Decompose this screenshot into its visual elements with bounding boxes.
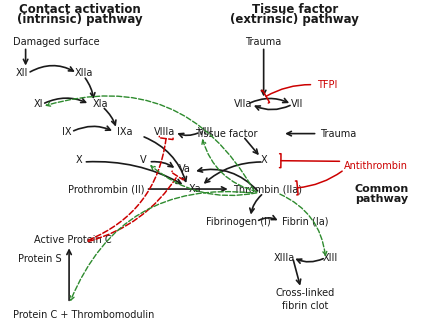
Text: Va: Va bbox=[179, 164, 191, 174]
Text: Cross-linked: Cross-linked bbox=[275, 289, 334, 298]
Text: VIIa: VIIa bbox=[234, 99, 252, 109]
Text: TFPI: TFPI bbox=[317, 80, 338, 90]
Text: (intrinsic) pathway: (intrinsic) pathway bbox=[17, 13, 142, 26]
Text: Protein S: Protein S bbox=[18, 254, 62, 264]
Text: Protein C + Thrombomodulin: Protein C + Thrombomodulin bbox=[13, 310, 155, 319]
Text: XII: XII bbox=[15, 68, 28, 78]
Text: Thrombin (IIa): Thrombin (IIa) bbox=[233, 184, 302, 194]
Text: pathway: pathway bbox=[355, 194, 408, 204]
Text: fibrin clot: fibrin clot bbox=[282, 301, 328, 312]
Text: VIIIa: VIIIa bbox=[154, 127, 175, 137]
Text: IX: IX bbox=[62, 127, 72, 137]
Text: Active Protein C: Active Protein C bbox=[34, 235, 112, 244]
Text: Fibrinogen (I): Fibrinogen (I) bbox=[207, 216, 271, 227]
Text: (extrinsic) pathway: (extrinsic) pathway bbox=[230, 13, 359, 26]
Text: Trauma: Trauma bbox=[320, 129, 356, 139]
Text: Xa: Xa bbox=[189, 184, 201, 194]
Text: Fibrin (Ia): Fibrin (Ia) bbox=[282, 216, 328, 227]
Text: Contact activation: Contact activation bbox=[19, 3, 140, 16]
Text: X: X bbox=[76, 155, 83, 165]
Text: Damaged surface: Damaged surface bbox=[13, 37, 100, 47]
Text: Prothrombin (II): Prothrombin (II) bbox=[68, 184, 144, 194]
Text: Antithrombin: Antithrombin bbox=[344, 161, 408, 171]
Text: Common: Common bbox=[354, 184, 409, 194]
Text: Tissue factor: Tissue factor bbox=[252, 3, 338, 16]
Text: XIa: XIa bbox=[92, 99, 108, 109]
Text: IXa: IXa bbox=[117, 127, 133, 137]
Text: XIII: XIII bbox=[322, 253, 337, 263]
Text: XIIa: XIIa bbox=[74, 68, 93, 78]
Text: XIIIa: XIIIa bbox=[274, 253, 295, 263]
Text: VIII: VIII bbox=[198, 127, 213, 137]
Text: VII: VII bbox=[291, 99, 303, 109]
Text: XI: XI bbox=[33, 99, 43, 109]
Text: V: V bbox=[140, 155, 147, 165]
Text: X: X bbox=[261, 155, 267, 165]
Text: Tissue factor: Tissue factor bbox=[195, 129, 258, 139]
Text: Trauma: Trauma bbox=[246, 37, 282, 47]
